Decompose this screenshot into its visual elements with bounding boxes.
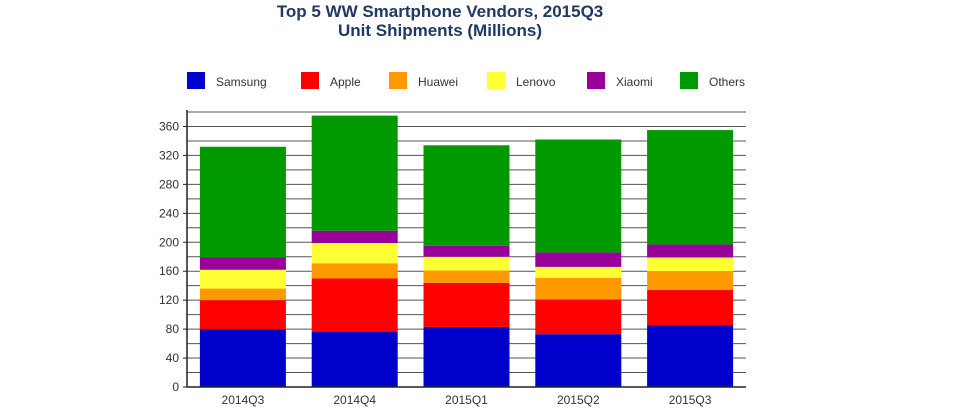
legend-swatch-xiaomi <box>587 72 605 89</box>
chart-legend: Samsung Apple Huawei Lenovo Xiaomi Others <box>187 72 745 89</box>
bar-segment-samsung-2015q3 <box>647 325 734 387</box>
bar-segment-huawei-2014q4 <box>311 263 398 279</box>
y-tick-label-320: 320 <box>159 148 179 162</box>
bar-segment-others-2015q2 <box>535 139 622 253</box>
bar-segment-lenovo-2014q3 <box>199 269 286 289</box>
bar-segment-huawei-2015q2 <box>535 277 622 300</box>
x-tick-label-2014q3: 2014Q3 <box>222 393 265 407</box>
legend-item-samsung: Samsung <box>187 72 267 89</box>
y-tick-label-240: 240 <box>159 206 179 220</box>
x-axis-labels: 2014Q3 2014Q4 2015Q1 2015Q2 2015Q3 <box>222 393 712 407</box>
bar-segment-lenovo-2015q1 <box>423 256 510 271</box>
x-tick-label-2015q1: 2015Q1 <box>445 393 488 407</box>
legend-item-huawei: Huawei <box>389 72 458 89</box>
legend-swatch-lenovo <box>487 72 505 89</box>
bar-segment-huawei-2015q1 <box>423 270 510 283</box>
legend-item-apple: Apple <box>301 72 361 89</box>
bar-segment-xiaomi-2014q3 <box>199 257 286 270</box>
chart-subtitle-line: Unit Shipments (Millions) <box>338 21 542 40</box>
legend-label-huawei: Huawei <box>418 75 458 89</box>
chart-title-line: Top 5 WW Smartphone Vendors, 2015Q3 <box>276 2 604 21</box>
y-axis-ticks: 0 40 80 120 160 200 240 280 320 360 <box>159 119 179 394</box>
bar-segment-others-2015q3 <box>647 130 734 245</box>
bar-segment-others-2014q4 <box>311 115 398 231</box>
bar-segment-samsung-2014q4 <box>311 332 398 387</box>
y-tick-label-160: 160 <box>159 264 179 278</box>
bar-segment-xiaomi-2015q2 <box>535 252 622 267</box>
y-tick-label-40: 40 <box>166 351 180 365</box>
bar-segment-others-2015q1 <box>423 145 510 246</box>
bar-segment-xiaomi-2015q1 <box>423 245 510 257</box>
bar-stack-2015q3 <box>647 130 734 387</box>
bar-segment-apple-2014q3 <box>199 300 286 330</box>
y-tick-label-280: 280 <box>159 177 179 191</box>
bar-segment-lenovo-2015q3 <box>647 257 734 272</box>
legend-swatch-huawei <box>389 72 407 89</box>
bar-segment-samsung-2015q2 <box>535 334 622 387</box>
bar-segment-lenovo-2014q4 <box>311 242 398 264</box>
legend-item-lenovo: Lenovo <box>487 72 556 89</box>
x-tick-label-2015q2: 2015Q2 <box>557 393 600 407</box>
legend-label-samsung: Samsung <box>216 75 267 89</box>
legend-swatch-samsung <box>187 72 205 89</box>
legend-item-xiaomi: Xiaomi <box>587 72 653 89</box>
chart-axes <box>183 110 746 388</box>
legend-swatch-apple <box>301 72 319 89</box>
bar-stack-2014q4 <box>311 115 398 387</box>
y-tick-label-120: 120 <box>159 293 179 307</box>
bar-segment-others-2014q3 <box>199 146 286 258</box>
legend-label-apple: Apple <box>330 75 361 89</box>
bar-segment-xiaomi-2014q4 <box>311 230 398 243</box>
bar-segment-apple-2015q1 <box>423 282 510 327</box>
legend-label-others: Others <box>709 75 745 89</box>
bar-segment-lenovo-2015q2 <box>535 266 622 278</box>
y-tick-label-0: 0 <box>172 380 179 394</box>
bar-segment-samsung-2015q1 <box>423 326 510 387</box>
y-tick-label-80: 80 <box>166 322 180 336</box>
legend-label-xiaomi: Xiaomi <box>616 75 653 89</box>
y-tick-label-360: 360 <box>159 119 179 133</box>
legend-label-lenovo: Lenovo <box>516 75 556 89</box>
y-tick-label-200: 200 <box>159 235 179 249</box>
bar-segment-xiaomi-2015q3 <box>647 244 734 258</box>
bar-segment-samsung-2014q3 <box>199 329 286 387</box>
bar-segment-apple-2015q3 <box>647 290 734 326</box>
chart-bars <box>199 115 734 387</box>
bar-segment-apple-2014q4 <box>311 278 398 332</box>
bar-segment-apple-2015q2 <box>535 299 622 335</box>
legend-swatch-others <box>680 72 698 89</box>
bar-segment-huawei-2014q3 <box>199 288 286 301</box>
bar-stack-2014q3 <box>199 146 286 387</box>
chart-title: Top 5 WW Smartphone Vendors, 2015Q3 Unit… <box>0 2 880 40</box>
x-tick-label-2015q3: 2015Q3 <box>669 393 712 407</box>
x-tick-label-2014q4: 2014Q4 <box>333 393 376 407</box>
bar-stack-2015q2 <box>535 139 622 387</box>
legend-item-others: Others <box>680 72 745 89</box>
bar-stack-2015q1 <box>423 145 510 387</box>
bar-segment-huawei-2015q3 <box>647 271 734 291</box>
